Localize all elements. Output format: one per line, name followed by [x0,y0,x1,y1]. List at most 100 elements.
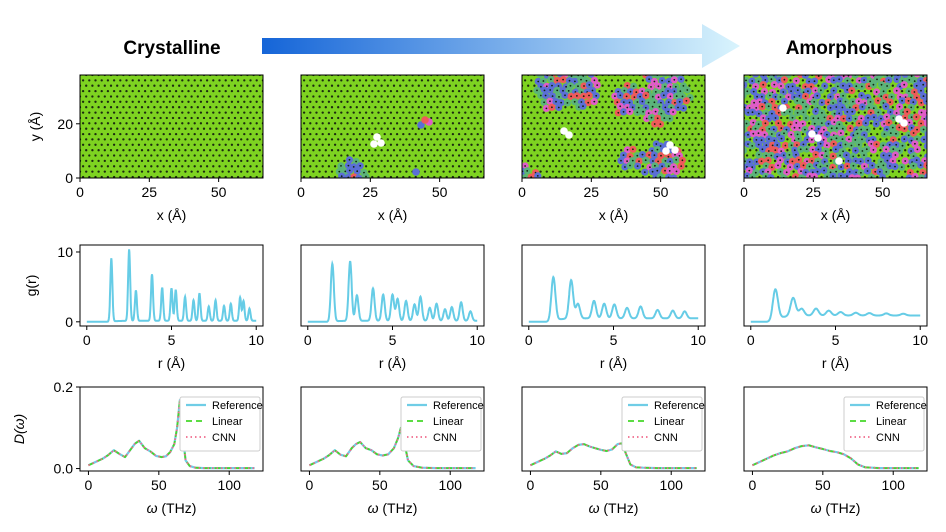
atom-core [825,155,828,158]
lattice-site [530,122,533,125]
lattice-site [408,143,411,146]
lattice-site [134,106,137,109]
lattice-site [224,143,227,146]
lattice-site [632,116,635,120]
lattice-site [570,127,573,130]
atom-core [809,100,811,103]
lattice-site [807,122,811,125]
lattice-site [147,138,150,141]
lattice-site [411,95,414,98]
lattice-site [758,165,761,168]
lattice-site [140,127,144,130]
lattice-site [343,84,346,87]
lattice-site [166,181,168,183]
atom-core [545,107,548,110]
x-axis-label: x (Å) [599,207,629,223]
atom-core [844,100,847,103]
lattice-site [119,111,122,114]
lattice-site [414,122,417,125]
lattice-site [688,138,691,141]
lattice-site [205,122,209,125]
lattice-site [542,111,545,114]
lattice-site [691,132,694,136]
gr-curve-1 [86,249,257,323]
lattice-site [486,95,488,97]
lattice-site [694,116,697,120]
lattice-site [900,175,904,178]
atom-core [771,100,773,103]
lattice-site [383,89,386,93]
lattice-site [103,149,106,152]
lattice-site [582,170,586,173]
atom-core [760,139,763,142]
lattice-site [184,170,187,173]
lattice-site [358,89,362,93]
lattice-site [112,143,116,146]
lattice-site [433,100,436,103]
lattice-site [395,122,399,125]
atom-core [557,106,560,109]
disordered-atom [798,174,806,178]
lattice-site [321,154,324,157]
lattice-site [489,111,491,113]
atom-core [648,78,650,81]
lattice-site [209,106,212,109]
lattice-site [243,100,246,103]
lattice-site [885,138,888,141]
atom-core [540,85,542,88]
atom-core [656,117,659,120]
lattice-site [420,165,424,168]
lattice-site [91,170,94,173]
lattice-site [227,116,230,120]
lattice-site [433,122,436,125]
atom-core [838,78,841,81]
atom-core [777,122,780,125]
lattice-site [116,95,119,98]
x-tick-label: 10 [248,332,264,348]
lattice-site [346,79,349,82]
lattice-site [147,127,150,130]
lattice-site [125,89,128,93]
atom-core [751,145,754,147]
lattice-site [202,84,206,87]
atom-core [898,126,901,129]
atom-core [811,148,814,151]
atom-core [863,79,865,82]
lattice-site [249,143,252,146]
lattice-site [203,181,205,183]
atom-core [814,153,817,156]
atom-core [920,89,922,92]
atom-core [901,99,903,102]
lattice-site [240,95,243,98]
lattice-site [258,138,261,141]
atom-core [647,112,650,114]
lattice-site [666,122,669,125]
lattice-site [94,122,97,125]
lattice-site [700,170,703,173]
lattice-site [823,95,826,98]
lattice-site [119,175,122,178]
lattice-site [330,159,334,163]
lattice-site [645,181,647,183]
atom-core [632,148,634,151]
lattice-site [380,84,383,87]
lattice-site [399,181,401,183]
lattice-site [598,165,601,168]
disordered-atom [923,97,927,105]
lattice-site [576,170,579,173]
lattice-site [202,106,206,109]
lattice-site [548,175,552,178]
atom-core [889,165,891,167]
atom-core [767,150,770,152]
lattice-site [147,149,150,152]
lattice-site [554,175,558,178]
atom-core [899,96,901,98]
x-tick-label: 0 [306,477,314,493]
lattice-site [426,100,430,103]
atom-core [909,171,912,174]
lattice-site [641,175,645,178]
atom-core [363,171,365,174]
vacancy-atom [377,139,385,147]
atom-core [669,160,671,163]
atom-core [765,144,768,147]
